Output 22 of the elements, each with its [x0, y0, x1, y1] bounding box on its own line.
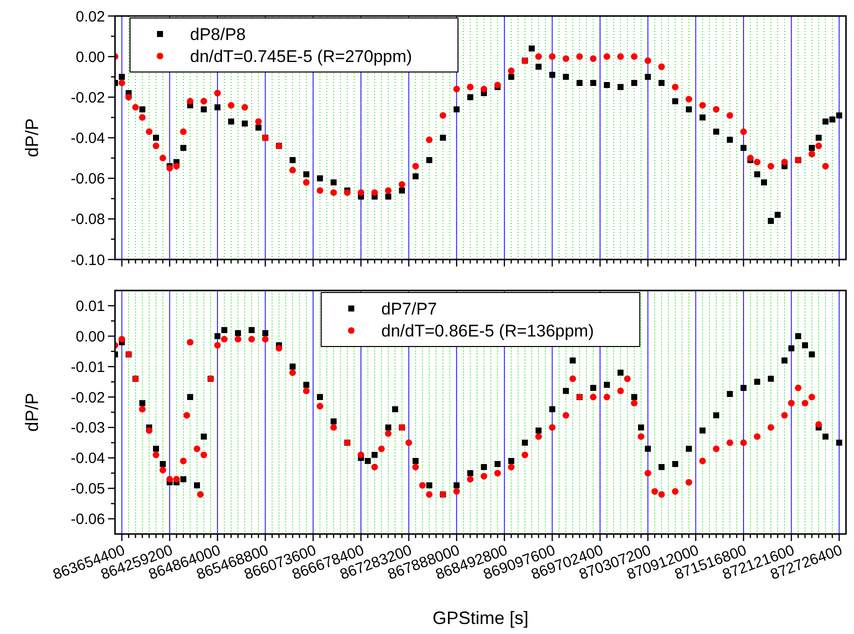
y-tick-label: -0.08 [70, 211, 105, 228]
legend-label: dn/dT=0.86E-5 (R=136ppm) [381, 321, 594, 340]
y-tick-label: 0.00 [76, 48, 105, 66]
legend-label: dn/dT=0.745E-5 (R=270ppm) [190, 46, 412, 66]
y-tick-label: -0.02 [70, 389, 105, 406]
y-tick-label: -0.03 [70, 420, 105, 437]
y-tick-label: -0.06 [70, 511, 105, 528]
y-tick-label: 0.02 [76, 8, 105, 26]
y-tick-label: 0.00 [76, 328, 105, 346]
y-axis-title: dP/P [22, 392, 42, 432]
y-axis-title: dP/P [22, 118, 42, 158]
x-axis-title: GPStime [s] [432, 608, 529, 628]
y-tick-label: -0.04 [70, 450, 105, 468]
y-tick-label: -0.06 [70, 170, 105, 188]
legend-label: dP7/P7 [381, 299, 438, 318]
y-tick-label: 0.01 [76, 298, 105, 315]
y-tick-label: -0.02 [70, 89, 105, 106]
y-tick-label: -0.04 [70, 130, 105, 147]
y-tick-label: -0.01 [70, 358, 105, 376]
y-tick-label: -0.05 [70, 480, 105, 498]
legend-label: dP8/P8 [190, 24, 246, 44]
y-tick-label: -0.10 [70, 252, 105, 269]
